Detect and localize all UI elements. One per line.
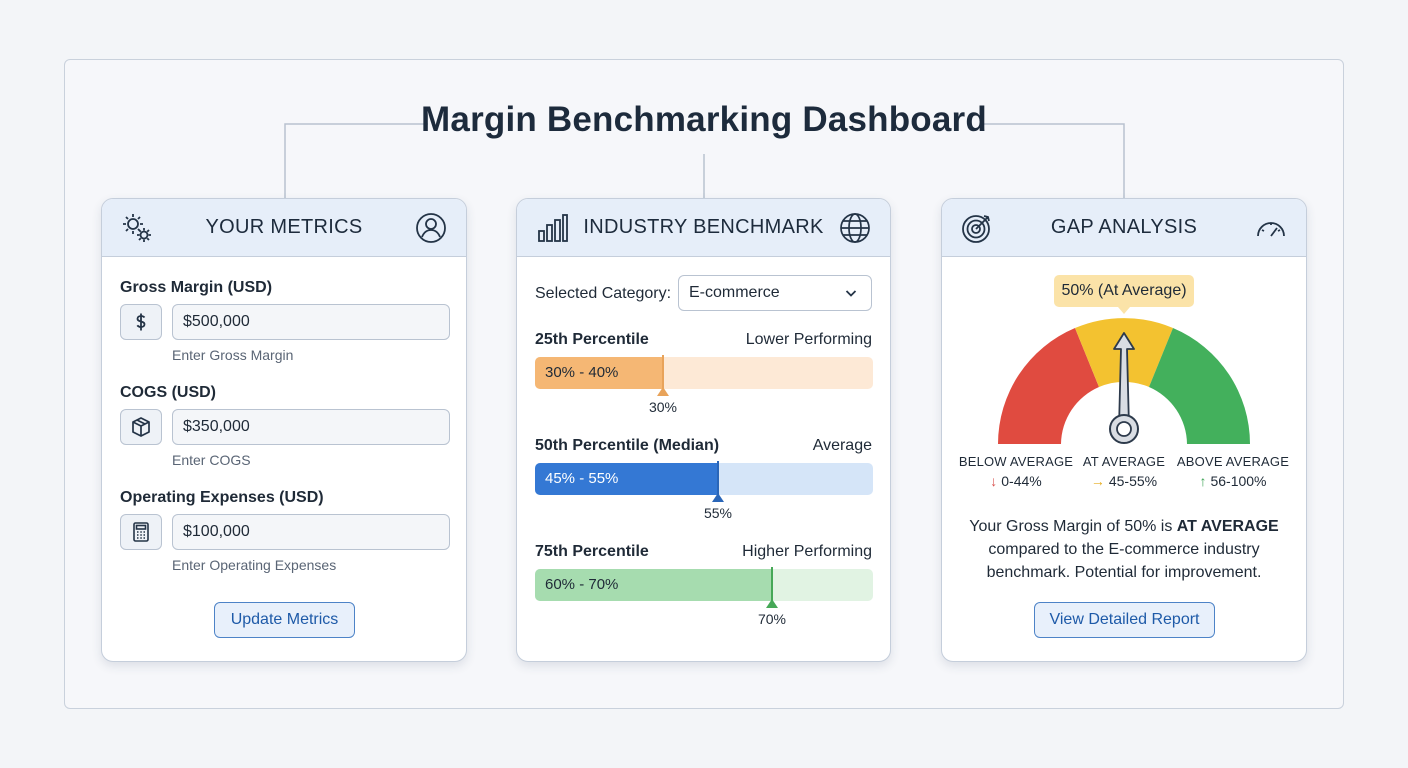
gauge-legend-item: ABOVE AVERAGE ↑ 56-100% (1168, 454, 1298, 489)
gauge-above-segment (1149, 328, 1250, 444)
operating-expenses-input[interactable] (172, 514, 450, 550)
metrics-header: YOUR METRICS (102, 199, 466, 257)
user-profile-icon[interactable] (414, 211, 448, 245)
category-label: Selected Category: (535, 285, 672, 302)
percentile-marker-label: 55% (703, 505, 733, 521)
gross-margin-label: Gross Margin (USD) (120, 279, 273, 296)
summary-prefix: Your Gross Margin of 50% is (969, 518, 1177, 535)
benchmark-card: INDUSTRY BENCHMARK Selected Category: E-… (516, 198, 891, 662)
cogs-input[interactable] (172, 409, 450, 445)
operating-expenses-label: Operating Expenses (USD) (120, 489, 324, 506)
percentile-name: 75th Percentile (535, 543, 649, 560)
cogs-label: COGS (USD) (120, 384, 216, 401)
gap-card: GAP ANALYSIS 50% (At Average) BELOW AVER… (941, 198, 1307, 662)
benchmark-title: INDUSTRY BENCHMARK (583, 216, 824, 238)
legend-range: 56-100% (1210, 473, 1267, 489)
settings-gears-icon (120, 211, 154, 245)
percentile-marker-label: 70% (757, 611, 787, 627)
cogs-help: Enter COGS (172, 452, 251, 468)
metrics-card: YOUR METRICS Gross Margin (USD) Enter Gr… (101, 198, 467, 662)
category-value: E-commerce (689, 284, 780, 301)
legend-range: 0-44% (1001, 473, 1042, 489)
percentile-bar-track: 45% - 55% (535, 461, 873, 502)
percentile-bar-track: 60% - 70% (535, 567, 873, 608)
box-icon (120, 409, 162, 445)
benchmark-header: INDUSTRY BENCHMARK (517, 199, 890, 257)
percentile-range: 60% - 70% (545, 576, 619, 593)
gauge-legend-item: BELOW AVERAGE ↓ 0-44% (951, 454, 1081, 489)
legend-title: AT AVERAGE (1082, 454, 1166, 469)
update-metrics-button[interactable]: Update Metrics (214, 602, 355, 638)
legend-title: BELOW AVERAGE (958, 454, 1074, 469)
gap-header: GAP ANALYSIS (942, 199, 1306, 257)
percentile-marker-pointer (766, 599, 778, 608)
percentile-performance: Average (812, 437, 872, 454)
category-select[interactable]: E-commerce (678, 275, 872, 311)
percentile-bar-fill (535, 569, 772, 601)
dollar-icon (120, 304, 162, 340)
percentile-range: 30% - 40% (545, 364, 619, 381)
percentile-range: 45% - 55% (545, 470, 619, 487)
percentile-marker-pointer (657, 387, 669, 396)
legend-title: ABOVE AVERAGE (1176, 454, 1290, 469)
summary-status: AT AVERAGE (1176, 518, 1279, 535)
percentile-marker-label: 30% (648, 399, 678, 415)
speedometer-icon (1254, 211, 1288, 245)
gauge-below-segment (998, 328, 1099, 444)
metrics-title: YOUR METRICS (205, 216, 363, 238)
percentile-name: 25th Percentile (535, 331, 649, 348)
percentile-bar-fill (535, 463, 718, 495)
calculator-icon (120, 514, 162, 550)
percentile-performance: Higher Performing (742, 543, 872, 560)
view-detailed-report-button[interactable]: View Detailed Report (1034, 602, 1215, 638)
legend-range: 45-55% (1108, 473, 1158, 489)
page-title: Margin Benchmarking Dashboard (421, 100, 987, 139)
percentile-name: 50th Percentile (Median) (535, 437, 720, 454)
legend-arrow-icon: → (1090, 473, 1105, 489)
legend-arrow-icon: ↑ (1199, 473, 1207, 489)
operating-expenses-help: Enter Operating Expenses (172, 557, 337, 573)
gross-margin-help: Enter Gross Margin (172, 347, 294, 363)
legend-arrow-icon: ↓ (990, 473, 998, 489)
target-icon (960, 211, 994, 245)
percentile-marker-line (717, 461, 719, 497)
gap-title: GAP ANALYSIS (1050, 216, 1198, 238)
summary-suffix: compared to the E-commerce industry benc… (986, 541, 1262, 581)
gauge-needle (1109, 332, 1139, 444)
percentile-bar-track: 30% - 40% (535, 355, 873, 396)
percentile-marker-line (771, 567, 773, 603)
gauge-legend-item: AT AVERAGE → 45-55% (1059, 454, 1189, 489)
gap-summary: Your Gross Margin of 50% is AT AVERAGE c… (962, 515, 1286, 584)
gauge-value-badge: 50% (At Average) (1054, 275, 1194, 314)
globe-icon (838, 211, 872, 245)
percentile-bar-fill (535, 357, 663, 389)
percentile-performance: Lower Performing (745, 331, 872, 348)
percentile-marker-pointer (712, 493, 724, 502)
chevron-down-icon (845, 290, 857, 297)
gross-margin-input[interactable] (172, 304, 450, 340)
percentile-marker-line (662, 355, 664, 391)
gauge-chart (998, 318, 1250, 444)
bar-chart-icon (535, 211, 569, 245)
